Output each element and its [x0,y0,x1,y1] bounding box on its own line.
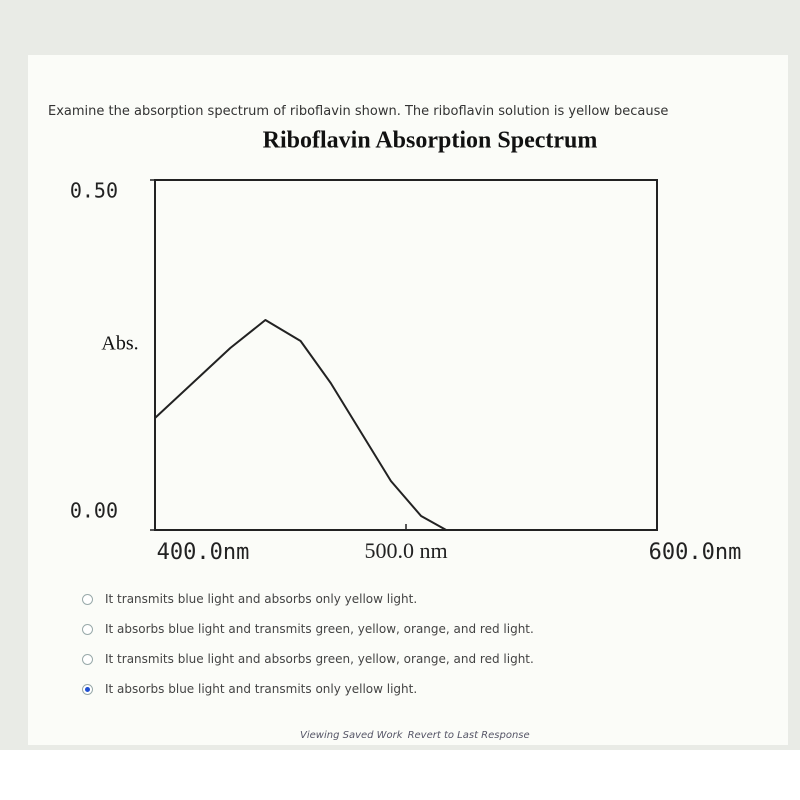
status-text: Viewing Saved Work [300,730,403,741]
answer-option[interactable]: It transmits blue light and absorbs only… [82,592,417,606]
option-text: It transmits blue light and absorbs only… [105,592,418,606]
y-tick-label: 0.50 [70,179,118,203]
x-tick-label: 400.0nm [157,540,250,565]
radio-button[interactable] [82,653,93,665]
option-text: It absorbs blue light and transmits only… [105,682,418,696]
answer-option[interactable]: It absorbs blue light and transmits gree… [82,622,534,636]
x-tick-label: 500.0 nm [364,538,447,563]
plot-frame [154,179,658,531]
revert-link[interactable]: Revert to Last Response [407,730,530,741]
chart-title: Riboflavin Absorption Spectrum [263,128,598,154]
answer-option[interactable]: It transmits blue light and absorbs gree… [82,652,534,666]
x-tick-label: 600.0nm [649,540,742,565]
question-text: Examine the absorption spectrum of ribof… [48,104,669,119]
radio-button[interactable] [82,683,93,695]
y-axis-label: Abs. [101,333,138,355]
option-text: It transmits blue light and absorbs gree… [105,652,534,666]
bottom-area [0,750,800,800]
answer-option[interactable]: It absorbs blue light and transmits only… [82,682,417,696]
radio-button[interactable] [82,593,93,605]
y-tick-label: 0.00 [70,499,118,523]
spectrum-line [154,319,447,531]
option-text: It absorbs blue light and transmits gree… [105,622,534,636]
radio-button[interactable] [82,623,93,635]
footer: Viewing Saved Work Revert to Last Respons… [300,730,535,741]
